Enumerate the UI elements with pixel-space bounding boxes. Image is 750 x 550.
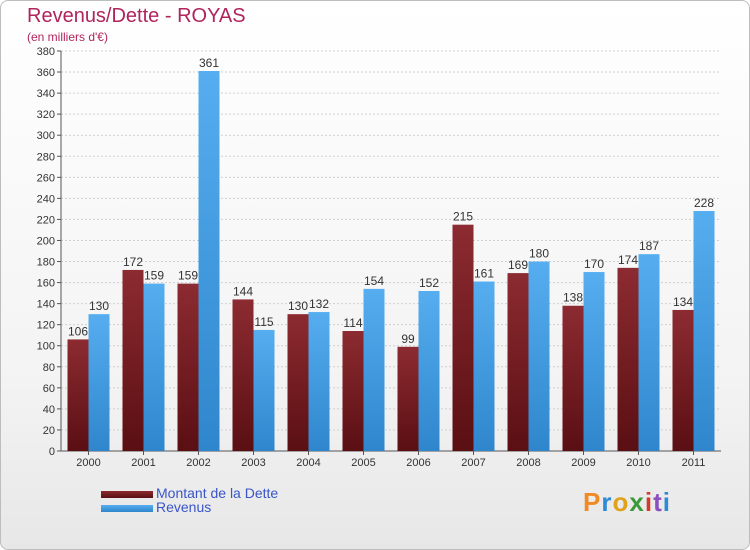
y-tick-label: 380 xyxy=(37,46,55,58)
data-label: 152 xyxy=(419,276,439,290)
data-label: 215 xyxy=(453,210,473,224)
bar-revenue xyxy=(583,272,605,451)
y-tick-label: 280 xyxy=(37,151,55,163)
data-label: 130 xyxy=(89,299,109,313)
data-label: 132 xyxy=(309,297,329,311)
bar-revenue xyxy=(418,291,440,451)
logo-letter: t xyxy=(653,487,663,517)
legend-swatch-debt xyxy=(101,491,153,498)
bar-revenue xyxy=(363,288,385,451)
data-label: 130 xyxy=(288,299,308,313)
x-tick-label: 2003 xyxy=(241,457,265,469)
data-label: 172 xyxy=(123,255,143,269)
legend-label-debt: Montant de la Dette xyxy=(156,485,279,501)
data-label: 159 xyxy=(178,269,198,283)
bar-revenue xyxy=(528,261,550,451)
bar-debt xyxy=(122,269,144,451)
y-tick-label: 160 xyxy=(37,278,55,290)
legend-swatch-revenue xyxy=(101,505,153,512)
bar-revenue xyxy=(88,314,110,451)
bar-revenue xyxy=(308,312,330,451)
data-label: 106 xyxy=(68,324,88,338)
chart-title: Revenus/Dette - ROYAS xyxy=(27,5,246,27)
bar-revenue xyxy=(198,71,220,451)
y-tick-label: 180 xyxy=(37,257,55,269)
y-tick-label: 360 xyxy=(37,67,55,79)
proxiti-logo: Proxiti xyxy=(583,487,671,518)
bar-debt xyxy=(452,224,474,451)
y-tick-label: 340 xyxy=(37,88,55,100)
logo-letter: i xyxy=(662,487,671,517)
data-label: 134 xyxy=(673,295,693,309)
y-tick-label: 60 xyxy=(43,383,55,395)
data-label: 187 xyxy=(639,239,659,253)
bar-debt xyxy=(177,283,199,451)
x-tick-label: 2007 xyxy=(461,457,485,469)
data-label: 114 xyxy=(343,316,362,330)
bar-debt xyxy=(342,331,364,451)
y-tick-label: 320 xyxy=(37,109,55,121)
logo-letter: i xyxy=(644,487,654,517)
y-tick-label: 260 xyxy=(37,172,55,184)
data-label: 170 xyxy=(584,257,604,271)
logo-letter: r xyxy=(601,487,613,517)
y-tick-label: 300 xyxy=(37,130,55,142)
data-label: 161 xyxy=(474,267,494,281)
y-tick-label: 100 xyxy=(37,341,55,353)
bar-revenue xyxy=(638,254,660,451)
x-tick-label: 2009 xyxy=(571,457,595,469)
bar-debt xyxy=(672,309,694,451)
logo-letter: P xyxy=(583,487,602,517)
y-tick-label: 0 xyxy=(49,446,55,458)
data-label: 99 xyxy=(401,332,415,346)
x-tick-label: 2000 xyxy=(76,457,100,469)
y-tick-label: 240 xyxy=(37,193,55,205)
x-tick-label: 2011 xyxy=(682,457,706,469)
data-label: 174 xyxy=(618,253,638,267)
y-tick-label: 220 xyxy=(37,214,55,226)
data-label: 169 xyxy=(508,258,528,272)
data-label: 144 xyxy=(233,284,253,298)
bar-debt xyxy=(562,305,584,451)
bar-revenue xyxy=(473,281,495,451)
x-tick-label: 2010 xyxy=(626,457,650,469)
bar-revenue xyxy=(693,211,715,451)
x-tick-label: 2008 xyxy=(516,457,540,469)
data-label: 115 xyxy=(254,315,273,329)
y-tick-label: 140 xyxy=(37,299,55,311)
data-label: 159 xyxy=(144,269,164,283)
bar-debt xyxy=(617,267,639,451)
x-tick-label: 2004 xyxy=(296,457,320,469)
bar-debt xyxy=(397,346,419,451)
y-tick-label: 80 xyxy=(43,362,55,374)
y-tick-label: 120 xyxy=(37,320,55,332)
logo-letter: x xyxy=(629,487,645,517)
bar-revenue xyxy=(143,283,165,451)
x-tick-label: 2001 xyxy=(131,457,155,469)
logo-letter: o xyxy=(612,487,630,517)
x-tick-label: 2005 xyxy=(351,457,375,469)
chart-subtitle: (en milliers d'€) xyxy=(27,30,108,44)
bar-debt xyxy=(287,314,309,451)
data-label: 154 xyxy=(364,274,384,288)
bar-debt xyxy=(507,273,529,451)
legend-label-revenue: Revenus xyxy=(156,499,212,515)
data-label: 180 xyxy=(529,247,549,261)
x-tick-label: 2002 xyxy=(186,457,210,469)
y-tick-label: 200 xyxy=(37,235,55,247)
data-label: 361 xyxy=(199,56,219,70)
data-label: 228 xyxy=(694,196,714,210)
y-tick-label: 40 xyxy=(43,404,55,416)
data-label: 138 xyxy=(563,291,583,305)
bar-debt xyxy=(232,299,254,451)
bar-debt xyxy=(67,339,89,451)
bar-revenue xyxy=(253,329,275,451)
x-tick-label: 2006 xyxy=(406,457,430,469)
y-tick-label: 20 xyxy=(43,425,55,437)
